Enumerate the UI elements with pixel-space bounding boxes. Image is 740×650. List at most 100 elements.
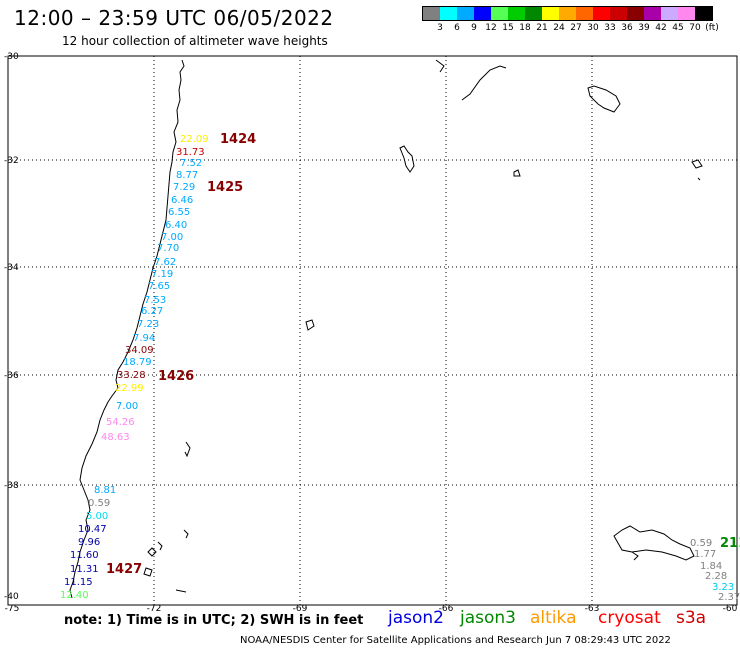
- satellite-jason2: jason2: [388, 608, 444, 628]
- legend-label: 70: [689, 23, 701, 33]
- lat-label: -40: [4, 592, 19, 602]
- legend-swatch: [474, 7, 491, 20]
- credit-line: NOAA/NESDIS Center for Satellite Applica…: [240, 635, 671, 646]
- legend-swatch: [627, 7, 644, 20]
- legend-swatch: [525, 7, 542, 20]
- uruguay-coast: [435, 59, 445, 73]
- legend-swatch: [695, 7, 712, 20]
- lon-label: -75: [4, 604, 20, 614]
- map-frame: [7, 55, 738, 606]
- islet-k: [631, 551, 639, 561]
- legend-swatch: [423, 7, 440, 20]
- wave-height-reading: 3.23: [712, 582, 734, 593]
- legend-swatch: [661, 7, 678, 20]
- legend-swatch: [610, 7, 627, 20]
- wave-height-reading: 48.63: [101, 432, 130, 443]
- island-c: [157, 541, 163, 551]
- page-title: 12:00 – 23:59 UTC 06/05/2022: [14, 6, 334, 30]
- lon-label: -69: [292, 604, 308, 614]
- legend-swatch: [440, 7, 457, 20]
- wave-height-reading: 6.27: [141, 306, 163, 317]
- wave-height-reading: 7.53: [144, 295, 166, 306]
- wave-height-reading: 7.94: [133, 333, 155, 344]
- legend-label: 12: [485, 23, 497, 33]
- wave-height-reading: 34.09: [125, 345, 154, 356]
- wave-height-reading: 54.26: [106, 417, 135, 428]
- lon-label: -60: [722, 604, 738, 614]
- satellite-cryosat: cryosat: [598, 608, 661, 628]
- wave-height-reading: 7.00: [116, 401, 138, 412]
- satellite-altika: altika: [530, 608, 577, 628]
- wave-height-reading: 6.55: [168, 207, 190, 218]
- island-a: [147, 547, 157, 557]
- wave-height-reading: 2.37: [718, 592, 740, 603]
- valdes-peninsula: [399, 145, 415, 173]
- wave-height-reading: 18.79: [123, 357, 152, 368]
- legend-swatch: [508, 7, 525, 20]
- wave-height-reading: 12.40: [60, 590, 89, 601]
- track-label: 1425: [207, 180, 243, 195]
- lat-label: -36: [4, 371, 19, 381]
- satellite-jason3: jason3: [460, 608, 516, 628]
- wave-height-reading: 7.52: [180, 158, 202, 169]
- island-d: [183, 529, 189, 539]
- wave-height-reading: 11.31: [70, 564, 99, 575]
- wave-height-reading: 9.96: [78, 537, 100, 548]
- legend-label: 42: [655, 23, 667, 33]
- legend-label: 21: [536, 23, 548, 33]
- wave-height-reading: 11.60: [70, 550, 99, 561]
- wave-height-reading: 31.73: [176, 147, 205, 158]
- wave-height-reading: 11.15: [64, 577, 93, 588]
- legend-swatch: [457, 7, 474, 20]
- legend-swatch: [491, 7, 508, 20]
- legend-swatch: [593, 7, 610, 20]
- island-e: [175, 589, 187, 593]
- lat-label: -34: [4, 263, 19, 273]
- island-g: [305, 319, 315, 331]
- argentina-coast-north: [587, 85, 621, 113]
- legend-label: 24: [553, 23, 565, 33]
- legend-label: 6: [454, 23, 460, 33]
- chile-coastline: [69, 59, 185, 599]
- wave-height-reading: 6.46: [171, 195, 193, 206]
- lat-label: -32: [4, 156, 19, 166]
- wave-height-reading: 7.65: [148, 281, 170, 292]
- island-f: [184, 441, 191, 458]
- legend-label: (ft): [705, 23, 719, 33]
- legend-label: 27: [570, 23, 582, 33]
- grid-lines: [8, 56, 737, 605]
- wave-height-reading: 22.99: [115, 383, 144, 394]
- lat-label: -30: [4, 52, 19, 62]
- wave-height-reading: 7.23: [137, 319, 159, 330]
- wave-height-reading: 2.28: [705, 571, 727, 582]
- wave-height-reading: 7.00: [161, 232, 183, 243]
- wave-height-reading: 8.81: [94, 485, 116, 496]
- islet-j: [697, 177, 701, 181]
- island-b: [143, 567, 153, 577]
- lon-label: -66: [438, 604, 454, 614]
- legend-swatches: [422, 6, 713, 21]
- page-subtitle: 12 hour collection of altimeter wave hei…: [62, 34, 328, 48]
- wave-height-reading: 1.84: [700, 561, 722, 572]
- legend-swatch: [644, 7, 661, 20]
- wave-height-reading: 6.40: [165, 220, 187, 231]
- wave-height-reading: 7.70: [157, 243, 179, 254]
- color-legend: 3 6 9 12 15 18 21 24 27 30 33 36 39 42 45 70 (ft): [422, 6, 719, 35]
- wave-height-reading: 7.62: [154, 257, 176, 268]
- wave-height-reading: 33.28: [117, 370, 146, 381]
- legend-label: 45: [672, 23, 684, 33]
- legend-label: 9: [471, 23, 477, 33]
- coastline: [69, 59, 703, 599]
- legend-label: 18: [519, 23, 531, 33]
- wave-height-reading: 8.77: [176, 170, 198, 181]
- wave-height-reading: 7.29: [173, 182, 195, 193]
- legend-label: 36: [621, 23, 633, 33]
- legend-swatch: [576, 7, 593, 20]
- wave-height-reading: 1.77: [694, 549, 716, 560]
- legend-labels: 3 6 9 12 15 18 21 24 27 30 33 36 39 42 45 70 (ft): [422, 21, 719, 35]
- legend-swatch: [542, 7, 559, 20]
- legend-swatch: [678, 7, 695, 20]
- rio-de-la-plata: [461, 65, 507, 101]
- tierra-del-fuego: [613, 525, 695, 561]
